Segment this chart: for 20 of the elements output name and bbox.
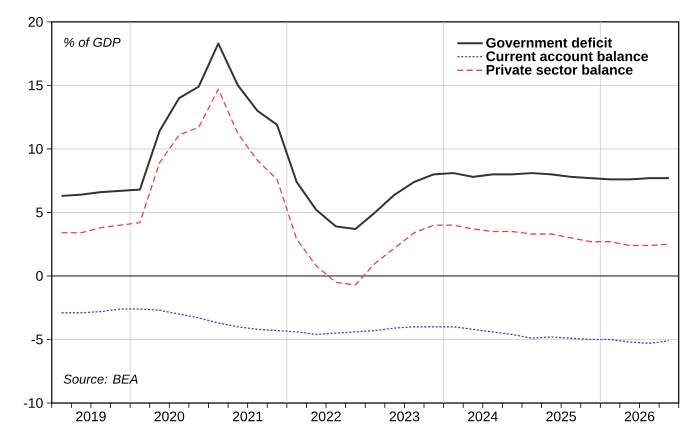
y-tick-label: -10 (24, 398, 43, 408)
y-tick-label: 0 (36, 271, 43, 281)
annotation: % of GDP (64, 37, 121, 47)
y-tick-label: 10 (28, 144, 43, 154)
y-tick-label: -5 (32, 334, 43, 344)
x-tick-label: 2023 (390, 412, 420, 422)
x-tick-label: 2019 (76, 412, 106, 422)
legend-label: Private sector balance (486, 64, 633, 75)
x-tick-label: 2024 (468, 412, 498, 422)
annotation: Source: BEA (64, 374, 138, 384)
x-tick-label: 2020 (154, 412, 184, 422)
legend-label: Government deficit (486, 38, 612, 48)
x-tick-label: 2022 (311, 412, 341, 422)
y-tick-label: 5 (36, 208, 43, 218)
x-tick-label: 2025 (546, 412, 576, 422)
y-tick-label: 15 (28, 80, 43, 90)
x-tick-label: 2026 (624, 412, 654, 422)
y-tick-label: 20 (28, 17, 43, 27)
legend-label: Current account balance (486, 51, 648, 62)
x-tick-label: 2021 (232, 412, 262, 422)
